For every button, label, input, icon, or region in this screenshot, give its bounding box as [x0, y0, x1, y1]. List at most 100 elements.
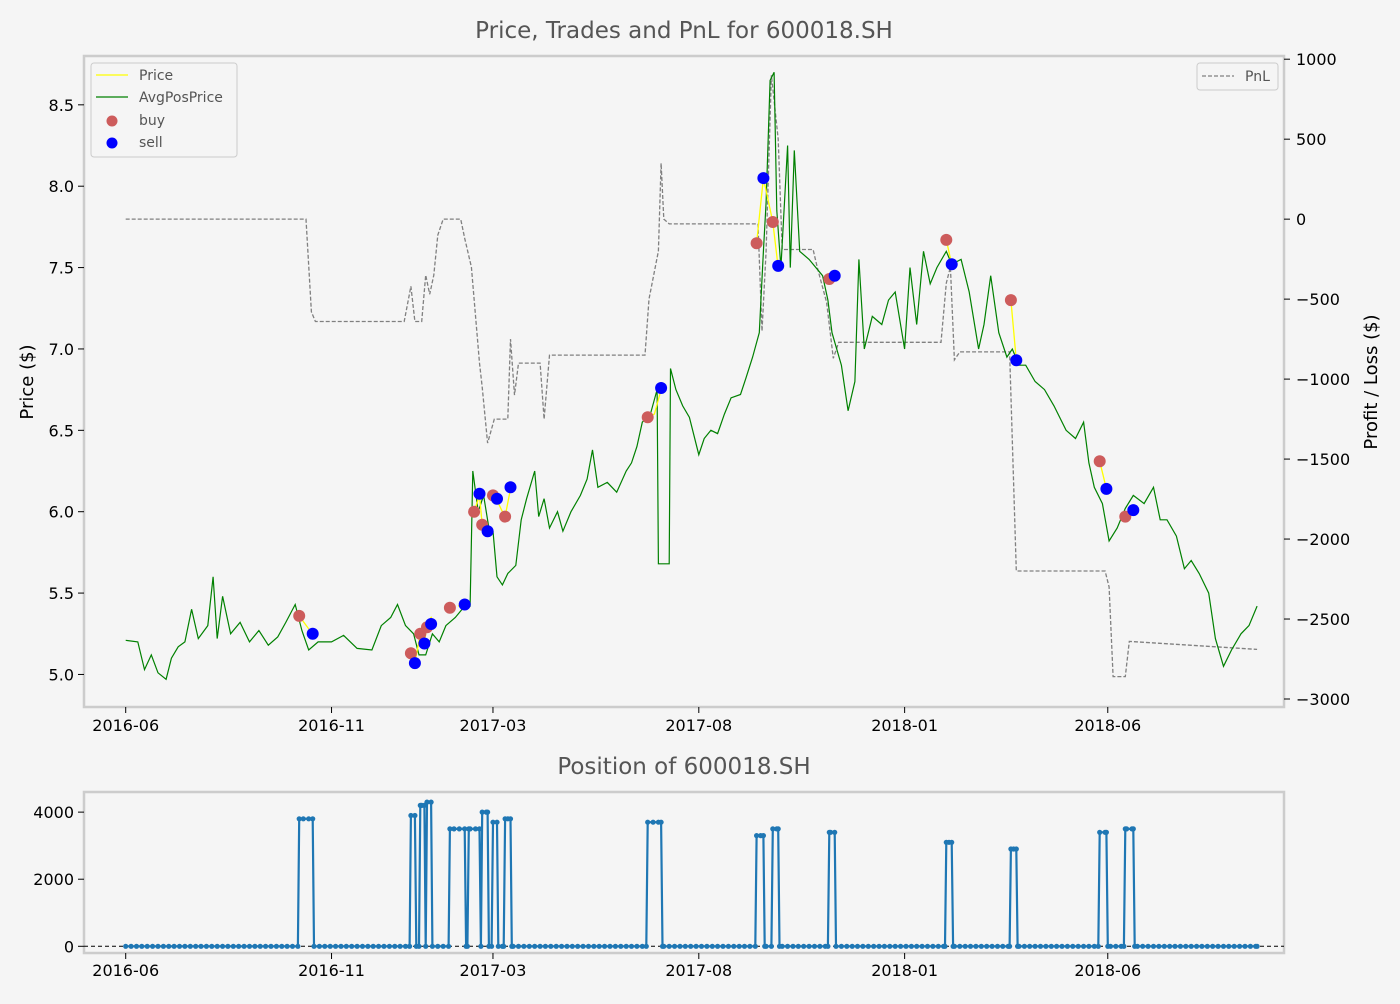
position-marker [854, 943, 861, 949]
position-marker [881, 943, 888, 949]
position-marker [1167, 943, 1173, 949]
position-marker [693, 943, 699, 949]
position-marker [296, 816, 302, 822]
position-marker [537, 943, 543, 949]
sell-marker [655, 382, 668, 394]
position-marker [661, 943, 667, 949]
main-y2-tick-label: −1000 [1296, 370, 1350, 389]
position-marker [507, 816, 514, 822]
position-marker [268, 943, 274, 949]
position-marker [407, 943, 413, 949]
sell-markers [306, 172, 1140, 670]
price-pnl-chart: Price, Trades and PnL for 600018.SH 2016… [17, 18, 1382, 735]
position-marker [731, 943, 737, 949]
position-marker [1070, 943, 1076, 949]
position-marker [490, 819, 496, 825]
legend-right-box [1196, 62, 1279, 91]
position-marker [564, 943, 570, 949]
avg-pos-price-line [125, 72, 1258, 681]
position-marker [1177, 943, 1183, 949]
position-marker [182, 943, 188, 949]
position-marker [123, 943, 129, 949]
position-marker [876, 943, 882, 949]
position-marker [423, 943, 429, 949]
legend-avg-label: AvgPosPrice [139, 90, 223, 106]
position-marker [825, 943, 831, 949]
position-marker [306, 816, 312, 822]
position-marker [871, 943, 877, 949]
position-chart: Position of 600018.SH 2016-06 2016-11 2017… [33, 754, 1286, 980]
position-x-tick-label: 2016-06 [92, 961, 159, 980]
position-marker [171, 943, 177, 949]
position-marker [376, 943, 382, 949]
position-marker [887, 943, 893, 949]
position-marker [903, 943, 909, 949]
position-marker [672, 943, 678, 949]
buy-marker [468, 505, 481, 518]
position-marker [501, 943, 507, 949]
position-marker [365, 943, 371, 949]
legend-right: PnL [1196, 62, 1279, 91]
position-marker [428, 799, 434, 805]
position-marker [300, 816, 306, 822]
position-marker [978, 943, 984, 949]
position-marker [935, 943, 941, 949]
position-marker [832, 829, 838, 835]
position-marker [833, 943, 839, 949]
main-y2-tick-label: −2500 [1296, 610, 1350, 629]
position-marker [532, 943, 538, 949]
pnl-series [125, 75, 1258, 678]
position-marker [860, 943, 866, 949]
position-marker [645, 819, 651, 825]
position-marker [416, 943, 422, 949]
position-marker [930, 943, 936, 949]
position-plot-frame [82, 790, 1286, 955]
position-marker [849, 943, 855, 949]
position-marker [257, 943, 263, 949]
position-marker [316, 943, 322, 949]
position-marker [1145, 943, 1151, 949]
main-y2-axis-label: Profit / Loss ($) [1361, 314, 1382, 449]
position-marker [1054, 943, 1060, 949]
position-marker [650, 819, 656, 825]
position-marker [725, 943, 732, 949]
position-marker [1103, 829, 1109, 835]
main-x-tick-label: 2018-01 [871, 716, 938, 735]
position-marker [736, 943, 742, 949]
position-marker [155, 943, 161, 949]
position-marker [289, 943, 296, 949]
position-marker [1194, 943, 1200, 949]
main-y-axis-label: Price ($) [17, 344, 38, 419]
position-marker [892, 943, 898, 949]
position-marker [957, 943, 963, 949]
position-marker [343, 943, 349, 949]
position-marker [160, 943, 166, 949]
main-y-tick-label: 6.5 [49, 421, 74, 440]
position-marker [392, 943, 398, 949]
position-marker [919, 943, 925, 949]
legend-sell-label: sell [139, 135, 163, 151]
buy-marker [940, 233, 953, 246]
main-y-tick-label: 8.5 [49, 96, 74, 115]
position-marker [1215, 943, 1221, 949]
position-marker [1107, 943, 1114, 949]
main-y-tick-label: 6.0 [49, 503, 74, 522]
position-marker [521, 943, 527, 949]
position-marker [1161, 943, 1167, 949]
buy-marker [641, 411, 654, 424]
position-marker [1254, 943, 1260, 949]
position-marker [1064, 943, 1070, 949]
position-marker [666, 943, 672, 949]
position-marker [359, 943, 366, 949]
position-marker [591, 943, 597, 949]
position-marker [193, 943, 199, 949]
position-marker [479, 809, 485, 815]
position-x-tick-label: 2017-08 [665, 961, 732, 980]
position-marker [476, 826, 483, 832]
position-marker [967, 943, 974, 949]
buy-marker [766, 216, 779, 228]
main-y2-tick-label: −2000 [1296, 530, 1350, 549]
position-marker [1124, 826, 1130, 832]
position-marker [1086, 943, 1092, 949]
